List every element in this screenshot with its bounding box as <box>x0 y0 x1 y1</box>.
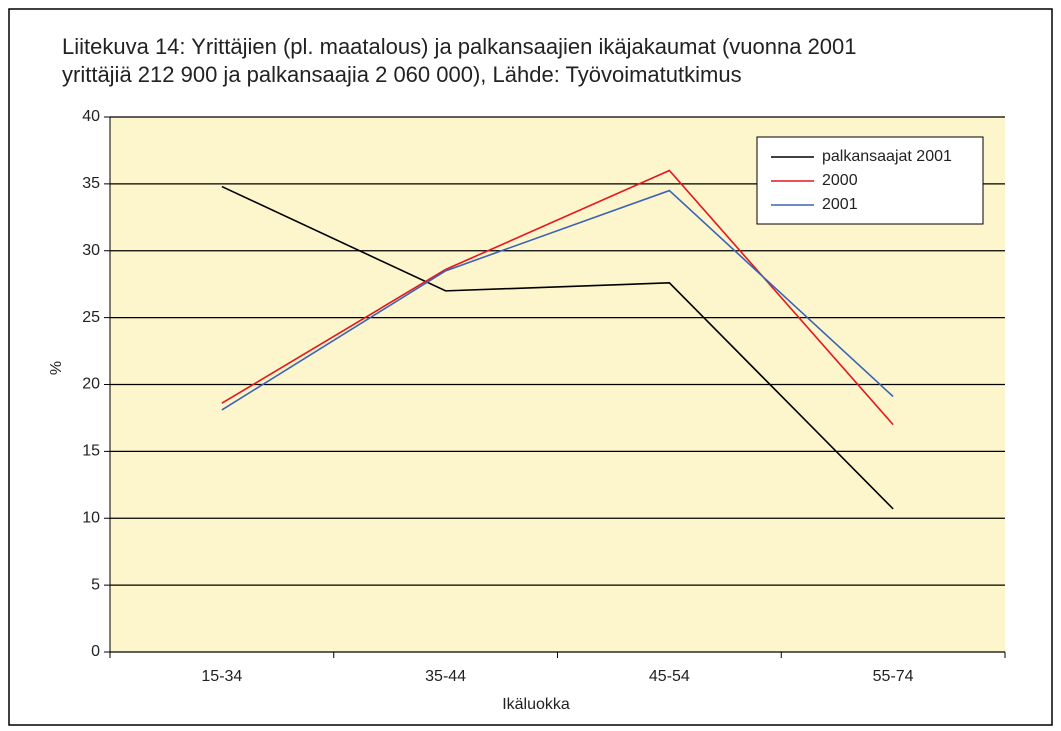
y-tick-label: 0 <box>91 643 100 660</box>
y-tick-label: 5 <box>91 576 100 593</box>
y-tick-label: 15 <box>82 443 100 460</box>
series-line <box>221 169 894 426</box>
x-tick-label: 15-34 <box>201 668 242 685</box>
x-tick-label: 55-74 <box>873 668 914 685</box>
legend-label: 2000 <box>822 172 858 189</box>
chart-title: Liitekuva 14: Yrittäjien (pl. maatalous)… <box>62 34 857 59</box>
x-axis-label: Ikäluokka <box>502 696 570 713</box>
y-tick-label: 10 <box>82 509 100 526</box>
y-tick-label: 25 <box>82 309 100 326</box>
series-line <box>221 185 894 510</box>
x-tick-label: 35-44 <box>425 668 466 685</box>
y-axis-label: % <box>48 361 65 375</box>
y-tick-label: 40 <box>82 108 100 125</box>
y-tick-label: 30 <box>82 242 100 259</box>
chart-title: yrittäjiä 212 900 ja palkansaajia 2 060 … <box>62 62 742 87</box>
series-line <box>221 189 894 411</box>
x-tick-label: 45-54 <box>649 668 690 685</box>
legend-label: palkansaajat 2001 <box>822 148 952 165</box>
y-tick-label: 35 <box>82 175 100 192</box>
legend-label: 2001 <box>822 196 858 213</box>
y-tick-label: 20 <box>82 376 100 393</box>
